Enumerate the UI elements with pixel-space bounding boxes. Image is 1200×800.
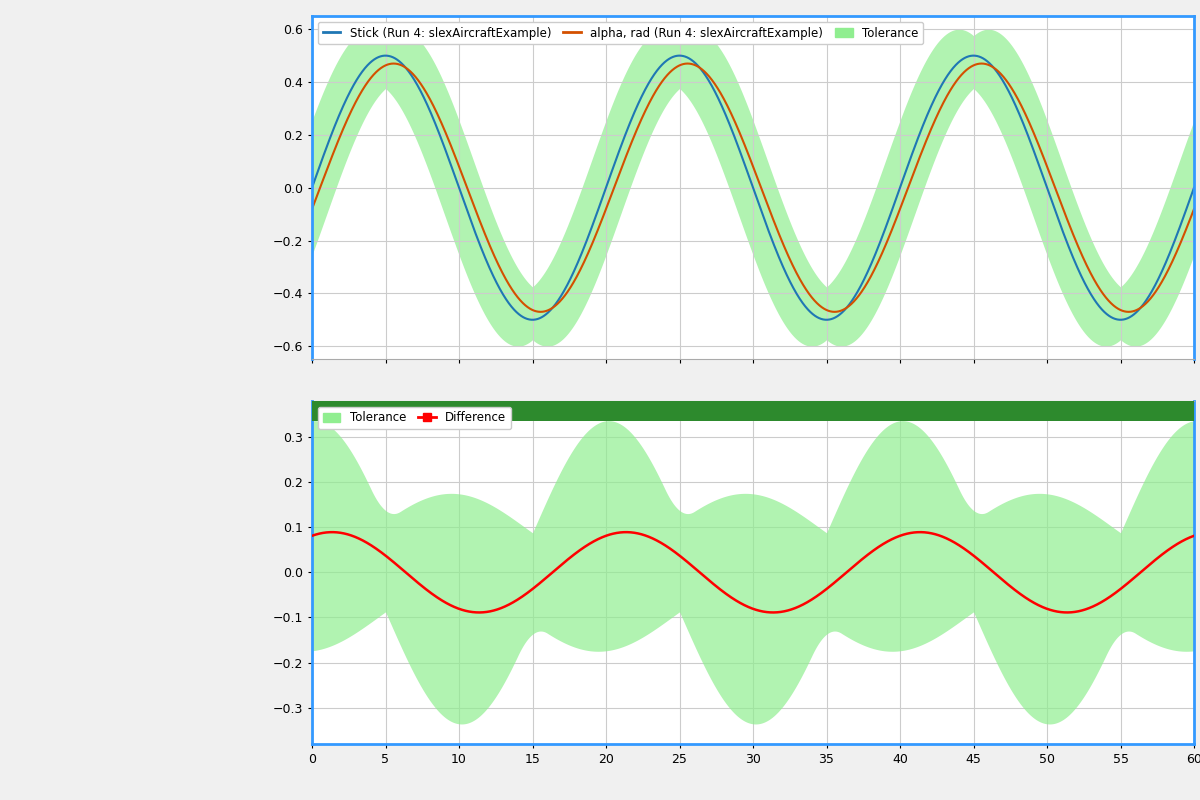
alpha, rad (Run 4: slexAircraftExample): (23, 0.328): slexAircraftExample): (23, 0.328) xyxy=(643,96,658,106)
Line: Stick (Run 4: slexAircraftExample): Stick (Run 4: slexAircraftExample) xyxy=(312,56,1194,320)
alpha, rad (Run 4: slexAircraftExample): (58.9, -0.238): slexAircraftExample): (58.9, -0.238) xyxy=(1170,246,1184,255)
Stick (Run 4: slexAircraftExample): (0, 0): slexAircraftExample): (0, 0) xyxy=(305,183,319,193)
Stick (Run 4: slexAircraftExample): (5, 0.5): slexAircraftExample): (5, 0.5) xyxy=(378,51,392,61)
Bar xyxy=(312,401,1194,422)
Legend: Tolerance, Difference: Tolerance, Difference xyxy=(318,406,511,429)
Line: alpha, rad (Run 4: slexAircraftExample): alpha, rad (Run 4: slexAircraftExample) xyxy=(312,63,1194,312)
alpha, rad (Run 4: slexAircraftExample): (10.4, 0.0216): slexAircraftExample): (10.4, 0.0216) xyxy=(457,177,472,186)
alpha, rad (Run 4: slexAircraftExample): (35.6, -0.47): slexAircraftExample): (35.6, -0.47) xyxy=(828,307,842,317)
alpha, rad (Run 4: slexAircraftExample): (0, -0.0808): slexAircraftExample): (0, -0.0808) xyxy=(305,204,319,214)
alpha, rad (Run 4: slexAircraftExample): (25.6, 0.47): slexAircraftExample): (25.6, 0.47) xyxy=(682,58,696,68)
alpha, rad (Run 4: slexAircraftExample): (60, -0.0808): slexAircraftExample): (60, -0.0808) xyxy=(1187,204,1200,214)
Stick (Run 4: slexAircraftExample): (55, -0.5): slexAircraftExample): (55, -0.5) xyxy=(1114,315,1128,325)
Stick (Run 4: slexAircraftExample): (58.9, -0.175): slexAircraftExample): (58.9, -0.175) xyxy=(1170,230,1184,239)
Stick (Run 4: slexAircraftExample): (60, -3.67e-16): slexAircraftExample): (60, -3.67e-16) xyxy=(1187,183,1200,193)
Stick (Run 4: slexAircraftExample): (52.4, -0.34): slexAircraftExample): (52.4, -0.34) xyxy=(1075,273,1090,282)
Legend: Stick (Run 4: slexAircraftExample), alpha, rad (Run 4: slexAircraftExample), Tol: Stick (Run 4: slexAircraftExample), alph… xyxy=(318,22,923,44)
Stick (Run 4: slexAircraftExample): (23, 0.407): slexAircraftExample): (23, 0.407) xyxy=(643,75,658,85)
alpha, rad (Run 4: slexAircraftExample): (52.4, -0.258): slexAircraftExample): (52.4, -0.258) xyxy=(1075,251,1090,261)
Stick (Run 4: slexAircraftExample): (25.6, 0.49): slexAircraftExample): (25.6, 0.49) xyxy=(682,54,696,63)
alpha, rad (Run 4: slexAircraftExample): (25.5, 0.47): slexAircraftExample): (25.5, 0.47) xyxy=(680,58,695,68)
Stick (Run 4: slexAircraftExample): (6.86, 0.417): slexAircraftExample): (6.86, 0.417) xyxy=(406,73,420,82)
alpha, rad (Run 4: slexAircraftExample): (6.84, 0.432): slexAircraftExample): (6.84, 0.432) xyxy=(406,69,420,78)
Stick (Run 4: slexAircraftExample): (10.4, -0.0663): slexAircraftExample): (10.4, -0.0663) xyxy=(458,201,473,210)
